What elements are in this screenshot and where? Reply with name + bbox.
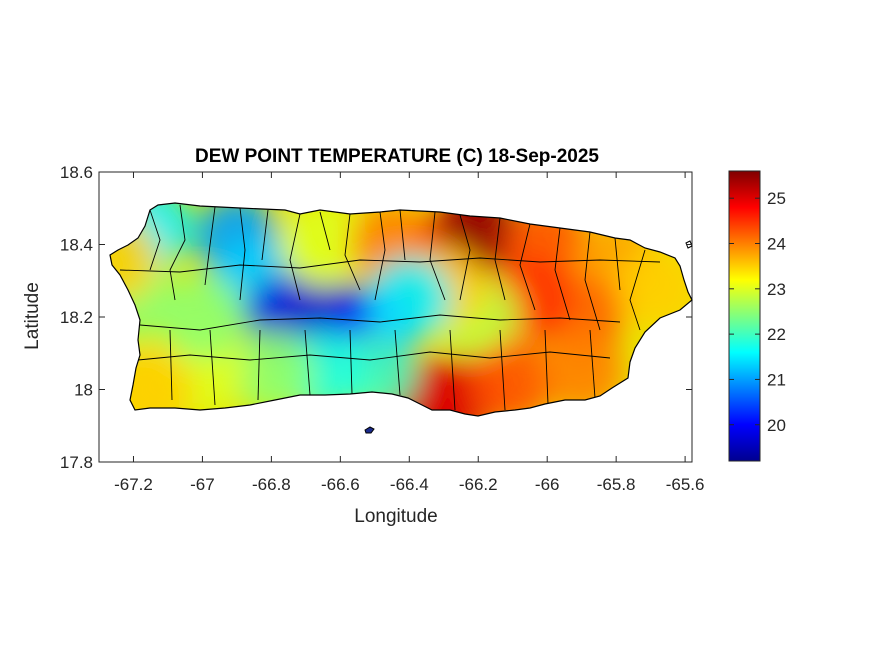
municipality-boundary-20 <box>137 351 611 361</box>
field-sample-12 <box>615 246 692 330</box>
island-east-islet <box>685 240 693 249</box>
y-axis-label: Latitude <box>22 282 43 350</box>
x-axis-label: Longitude <box>354 506 437 527</box>
colorbar-ticks: 20 21 22 23 24 25 <box>729 189 786 435</box>
municipality-boundary-3 <box>239 207 246 301</box>
field-sample-29 <box>367 256 452 341</box>
municipality-boundary-14 <box>554 227 571 321</box>
y-tick-label: 18 <box>74 381 93 400</box>
municipality-boundary-26 <box>394 329 401 396</box>
x-axis: -67.2 -67 -66.8 -66.6 -66.4 -66.2 -66 -65.8 -65.… <box>114 172 704 494</box>
field-sample-20 <box>539 329 624 414</box>
x-tick-label: -66.6 <box>321 475 360 494</box>
municipality-boundary-6 <box>319 211 331 251</box>
municipality-boundary-22 <box>209 329 216 406</box>
municipality-boundary-23 <box>257 329 261 401</box>
x-tick-label: -66 <box>535 475 560 494</box>
municipality-boundary-17 <box>629 249 646 331</box>
field-sample-6 <box>281 203 366 287</box>
y-tick-label: 18.2 <box>60 308 93 327</box>
municipality-boundary-30 <box>589 329 596 399</box>
colorbar-tick-label: 25 <box>767 189 786 208</box>
y-tick-label: 18.4 <box>60 236 93 255</box>
colorbar-tick-label: 21 <box>767 370 786 389</box>
municipality-boundary-12 <box>494 217 506 301</box>
municipality-boundary-19 <box>139 314 621 331</box>
municipality-boundary-8 <box>374 211 386 301</box>
x-tick-label: -66.2 <box>459 475 498 494</box>
municipality-boundary-13 <box>519 223 536 311</box>
colorbar-tick-label: 22 <box>767 325 786 344</box>
colorbar-tick-label: 23 <box>767 280 786 299</box>
field-sample-28 <box>160 275 245 359</box>
colorbar-tick-label: 24 <box>767 235 786 254</box>
municipality-boundary-0 <box>149 209 161 271</box>
colorbar-tick-label: 20 <box>767 416 786 435</box>
municipality-boundary-28 <box>499 329 506 411</box>
municipality-boundary-25 <box>349 329 353 395</box>
x-tick-label: -65.8 <box>597 475 636 494</box>
colorbar <box>728 170 761 462</box>
municipality-boundary-11 <box>459 214 471 301</box>
y-axis: 17.8 18 18.2 18.4 18.6 <box>60 163 692 472</box>
municipality-boundary-29 <box>544 329 549 405</box>
municipality-boundary-15 <box>584 231 601 331</box>
municipality-boundary-9 <box>399 209 406 261</box>
municipality-boundary-7 <box>344 213 361 291</box>
x-tick-label: -65.6 <box>666 475 705 494</box>
field-sample-19 <box>470 340 555 416</box>
municipality-boundary-21 <box>169 329 173 401</box>
y-tick-label: 18.6 <box>60 163 93 182</box>
municipality-boundary-24 <box>304 329 311 396</box>
x-tick-label: -67.2 <box>114 475 153 494</box>
chart-title: DEW POINT TEMPERATURE (C) 18-Sep-2025 <box>195 146 599 167</box>
municipality-boundary-18 <box>119 257 661 273</box>
municipality-boundaries <box>119 204 661 411</box>
municipality-boundary-16 <box>614 237 621 291</box>
x-tick-label: -66.8 <box>252 475 291 494</box>
municipality-boundary-5 <box>289 213 301 301</box>
municipality-boundary-10 <box>429 211 446 301</box>
x-tick-label: -66.4 <box>390 475 429 494</box>
municipality-boundary-1 <box>169 204 186 301</box>
municipality-boundary-27 <box>449 329 456 411</box>
y-tick-label: 17.8 <box>60 453 93 472</box>
x-tick-label: -67 <box>190 475 215 494</box>
municipality-boundary-2 <box>204 206 216 286</box>
island-outline <box>109 202 693 417</box>
municipality-boundary-4 <box>261 209 269 261</box>
island-caja-de-muertos <box>364 426 375 434</box>
field-sample-23 <box>229 329 314 414</box>
